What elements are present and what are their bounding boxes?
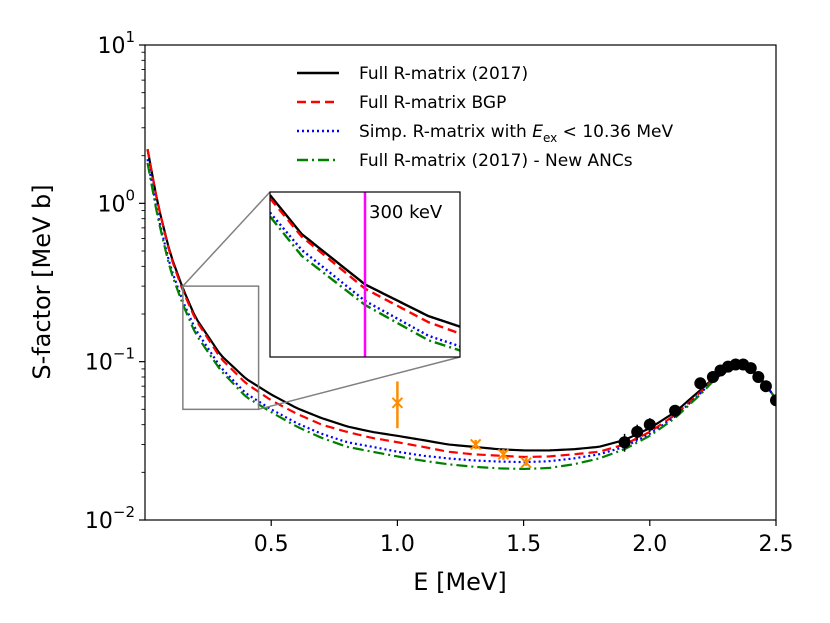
black-data-point-14 xyxy=(770,394,776,407)
y-tick-label: 101 xyxy=(97,28,135,59)
y-tick-label: 10−1 xyxy=(85,345,135,376)
y-axis-ticks: 10−2 10−1 100 101 xyxy=(85,28,145,534)
x-axis-ticks: 0.5 1.0 1.5 2.0 2.5 xyxy=(254,520,794,557)
y-axis-label: S-factor [MeV b] xyxy=(28,184,56,379)
x-tick-label: 1.5 xyxy=(506,532,541,557)
x-tick-label: 0.5 xyxy=(254,532,289,557)
inset-frame xyxy=(269,191,461,358)
series-line-3 xyxy=(146,159,776,464)
black-data-point-12 xyxy=(752,371,765,384)
main-data-points xyxy=(391,358,776,469)
series-line-4 xyxy=(146,162,776,471)
y-tick-label: 100 xyxy=(97,186,135,217)
legend: Full R-matrix (2017) Full R-matrix BGP Sim… xyxy=(297,64,674,171)
inset-300kev-label: 300 keV xyxy=(369,202,443,223)
black-data-point-2 xyxy=(631,425,644,438)
legend-label-1: Full R-matrix (2017) xyxy=(359,64,528,84)
orange-data-point-2 xyxy=(469,438,482,451)
zoom-connector-top xyxy=(182,191,271,287)
black-data-point-5 xyxy=(694,377,707,390)
black-data-point-4 xyxy=(669,404,682,417)
x-tick-label: 2.0 xyxy=(632,532,667,557)
orange-data-point-1 xyxy=(391,397,404,409)
inset-zoom: 300 keV xyxy=(269,191,461,358)
x-axis-label: E [MeV] xyxy=(413,568,506,596)
black-data-point-13 xyxy=(759,380,772,393)
plot-frame xyxy=(144,44,777,521)
orange-data-point-3 xyxy=(497,448,510,461)
legend-label-4: Full R-matrix (2017) - New ANCs xyxy=(359,151,633,171)
black-data-point-11 xyxy=(744,362,757,375)
zoom-connector-bottom xyxy=(258,356,461,411)
legend-label-3: Simp. R-matrix with Eex < 10.36 MeV xyxy=(359,122,674,145)
orange-data-point-4 xyxy=(520,457,532,469)
x-tick-label: 2.5 xyxy=(759,532,794,557)
legend-label-2: Full R-matrix BGP xyxy=(359,93,506,113)
zoom-region-box xyxy=(182,285,260,411)
black-data-point-1 xyxy=(618,436,631,449)
black-data-point-3 xyxy=(643,418,656,431)
x-tick-label: 1.0 xyxy=(380,532,415,557)
series-line-2 xyxy=(146,148,776,459)
y-tick-label: 10−2 xyxy=(85,503,135,534)
